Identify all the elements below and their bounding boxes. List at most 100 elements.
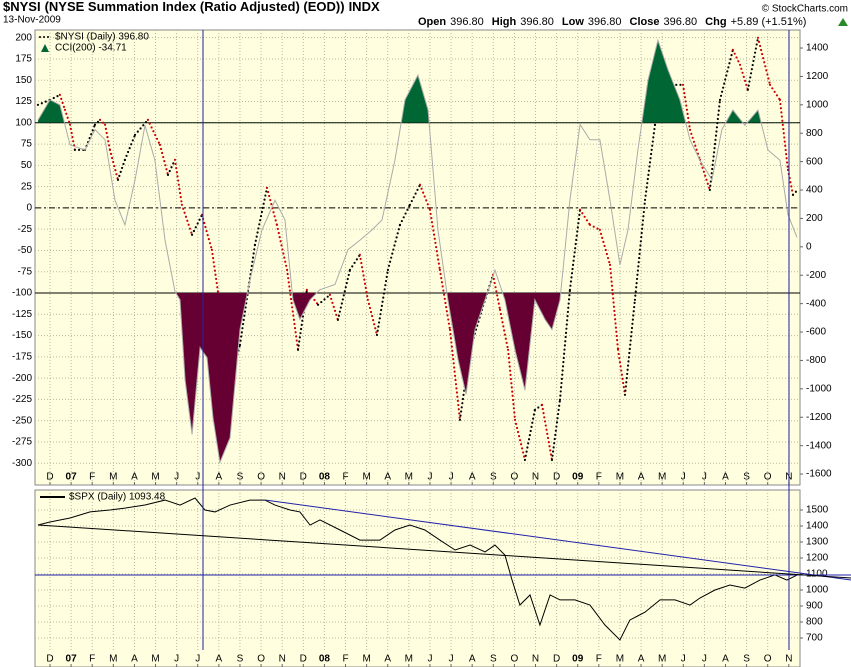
x-tick-label: O — [511, 654, 519, 665]
nysi-dots — [533, 403, 544, 411]
nysi-dots — [48, 93, 62, 101]
y-tick-label: -100 — [12, 288, 32, 299]
x-tick-label: M — [362, 654, 370, 665]
x-tick-label: M — [616, 654, 624, 665]
nysi-dots — [166, 158, 177, 176]
x-tick-label: 08 — [319, 472, 331, 483]
nysi-dots — [133, 118, 150, 136]
legend-label: $NYSI (Daily) 396.80 — [55, 32, 149, 43]
x-tick-label: 07 — [66, 472, 78, 483]
cci-area — [175, 293, 561, 463]
y-tick-label: 200 — [15, 32, 32, 43]
nysi-dots — [200, 213, 213, 251]
x-tick-label: S — [743, 654, 750, 665]
nysi-dots — [63, 108, 72, 126]
x-tick-label: N — [532, 472, 539, 483]
nysi-dots — [316, 293, 331, 306]
nysi-dots — [643, 123, 657, 201]
quote-value: 396.80 — [664, 16, 698, 28]
x-tick-label: N — [279, 654, 286, 665]
x-tick-label: F — [89, 654, 95, 665]
y-tick-label: -125 — [12, 309, 32, 320]
nysi-dots — [173, 158, 184, 206]
y-tick-label: 75 — [21, 139, 33, 150]
nysi-dots — [731, 48, 742, 66]
y-tick-label: -225 — [12, 394, 32, 405]
y2-tick-label: -1400 — [806, 440, 832, 451]
x-tick-label: 09 — [572, 472, 584, 483]
nysi-dots — [768, 83, 782, 101]
x-tick-label: M — [658, 654, 666, 665]
x-tick-label: S — [490, 654, 497, 665]
x-tick-label: J — [195, 472, 200, 483]
nysi-dots — [558, 288, 572, 401]
y2-tick-label: 1000 — [806, 585, 829, 596]
y2-tick-label: 1400 — [806, 521, 829, 532]
nysi-dots — [366, 298, 379, 336]
nysi-dots — [608, 263, 620, 351]
x-tick-label: D — [553, 654, 560, 665]
x-tick-label: 09 — [572, 654, 584, 665]
nysi-dots — [498, 308, 510, 351]
x-tick-label: S — [743, 472, 750, 483]
y2-tick-label: 1300 — [806, 537, 829, 548]
nysi-dots — [588, 223, 601, 231]
y2-tick-label: 1000 — [806, 99, 829, 110]
x-tick-label: F — [89, 472, 95, 483]
y-tick-label: 175 — [15, 54, 32, 65]
x-tick-label: J — [449, 472, 454, 483]
nysi-dots — [158, 143, 170, 176]
legend-swatch — [41, 44, 49, 52]
x-tick-label: M — [151, 654, 159, 665]
x-tick-label: 07 — [66, 654, 78, 665]
header-title: $NYSI (NYSE Summation Index (Ratio Adjust… — [3, 0, 380, 14]
y2-tick-label: 1400 — [806, 43, 829, 54]
nysi-dots — [756, 36, 772, 86]
y-tick-label: 100 — [15, 117, 32, 128]
quote-value: +5.89 (+1.51%) — [731, 16, 807, 28]
x-tick-label: J — [174, 654, 179, 665]
y-tick-label: -300 — [12, 458, 32, 469]
nysi-dots — [718, 48, 734, 101]
trend-line — [37, 524, 851, 579]
x-tick-label: M — [658, 472, 666, 483]
nysi-dots — [468, 308, 483, 351]
y2-tick-label: -1000 — [806, 383, 832, 394]
x-tick-label: F — [596, 472, 602, 483]
nysi-dots — [578, 208, 592, 226]
nysi-dots — [681, 83, 692, 131]
series-line — [37, 38, 798, 465]
quote: Open 396.80 High 396.80 Low 396.80 Close 396.80… — [418, 16, 806, 28]
x-tick-label: O — [257, 472, 265, 483]
x-tick-label: A — [131, 654, 138, 665]
x-tick-label: 08 — [319, 654, 331, 665]
x-tick-label: D — [300, 472, 307, 483]
nysi-dots — [408, 183, 422, 206]
y2-tick-label: 1200 — [806, 71, 829, 82]
y2-tick-label: -1600 — [806, 469, 832, 480]
x-tick-label: J — [427, 654, 432, 665]
quote-label: Close — [630, 16, 660, 28]
nysi-dots — [58, 93, 67, 111]
x-tick-label: F — [596, 654, 602, 665]
x-tick-label: N — [279, 472, 286, 483]
series-line — [37, 497, 798, 641]
x-tick-label: D — [300, 654, 307, 665]
subtitle: (NYSE Summation Index (Ratio Adjusted) (… — [45, 0, 345, 14]
nysi-dots — [358, 253, 369, 301]
nysi-dots — [513, 418, 527, 461]
symbol: $NYSI — [3, 0, 41, 14]
x-tick-label: D — [46, 472, 53, 483]
nysi-dots — [633, 198, 647, 301]
credit: © StockCharts.com — [762, 4, 848, 15]
cci-area — [37, 40, 798, 123]
x-tick-label: A — [638, 472, 645, 483]
y2-tick-label: 0 — [806, 241, 812, 252]
date: 13-Nov-2009 — [3, 15, 61, 26]
y-tick-label: 125 — [15, 96, 32, 107]
y2-tick-label: 700 — [806, 633, 823, 644]
nysi-dots — [598, 228, 612, 266]
y2-tick-label: -600 — [806, 327, 826, 338]
y2-tick-label: 200 — [806, 213, 823, 224]
